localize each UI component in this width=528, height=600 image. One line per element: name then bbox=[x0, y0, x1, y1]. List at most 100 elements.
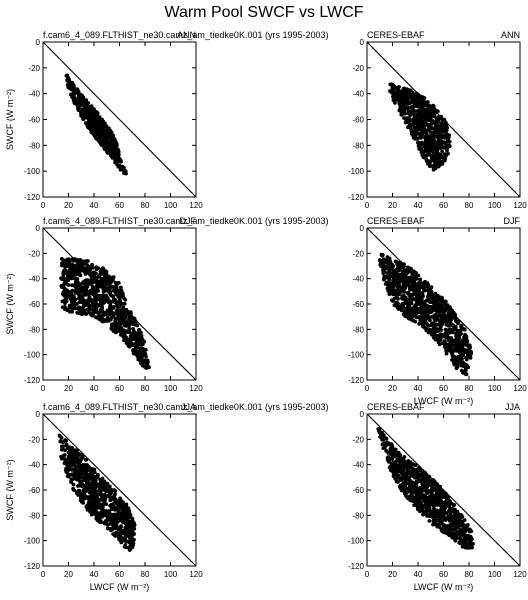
y-tick-label: -40 bbox=[28, 275, 40, 284]
data-point bbox=[424, 326, 429, 331]
data-point bbox=[458, 514, 463, 519]
data-point bbox=[86, 495, 91, 499]
data-point bbox=[398, 478, 403, 482]
data-point bbox=[93, 301, 98, 306]
x-tick-label: 20 bbox=[64, 201, 73, 210]
data-point bbox=[79, 475, 83, 480]
data-point bbox=[93, 292, 97, 297]
x-tick-label: 80 bbox=[141, 384, 150, 393]
data-point bbox=[464, 541, 469, 546]
x-tick-label: 60 bbox=[115, 384, 124, 393]
data-point bbox=[402, 86, 406, 91]
data-point bbox=[445, 126, 450, 130]
data-point bbox=[67, 474, 71, 479]
data-point bbox=[397, 459, 402, 464]
data-point bbox=[422, 142, 426, 146]
data-point bbox=[68, 466, 72, 471]
data-point bbox=[393, 86, 398, 90]
data-point bbox=[98, 481, 103, 486]
data-point bbox=[448, 314, 453, 319]
y-tick-label: -40 bbox=[28, 90, 40, 99]
y-tick-label: 0 bbox=[360, 38, 365, 47]
y-tick-label: 0 bbox=[360, 410, 365, 419]
data-point bbox=[464, 349, 468, 354]
data-point bbox=[85, 266, 89, 271]
panel-right-title: ANN bbox=[177, 30, 196, 40]
data-point bbox=[448, 525, 453, 530]
data-point bbox=[102, 492, 107, 497]
data-point bbox=[467, 529, 472, 534]
data-point bbox=[379, 252, 384, 257]
data-point bbox=[77, 99, 82, 104]
data-point bbox=[460, 538, 465, 543]
data-point bbox=[111, 155, 115, 160]
data-point bbox=[432, 153, 436, 158]
data-point bbox=[385, 275, 390, 280]
data-point bbox=[88, 477, 93, 482]
data-point bbox=[418, 508, 422, 512]
data-point bbox=[131, 337, 135, 341]
data-point bbox=[108, 304, 113, 308]
x-tick-label: 20 bbox=[388, 201, 397, 210]
data-point bbox=[452, 536, 457, 541]
data-point bbox=[440, 149, 444, 154]
y-tick-label: 0 bbox=[36, 224, 41, 233]
data-point bbox=[420, 102, 424, 107]
scatter-points bbox=[376, 427, 475, 550]
data-point bbox=[123, 298, 128, 302]
x-tick-label: 120 bbox=[189, 384, 203, 393]
panel-right-title: DJF bbox=[504, 216, 521, 226]
data-point bbox=[463, 535, 467, 539]
data-point bbox=[120, 307, 125, 312]
data-point bbox=[385, 440, 390, 445]
data-point bbox=[414, 483, 419, 487]
data-point bbox=[412, 503, 416, 507]
data-point bbox=[400, 302, 405, 307]
data-point bbox=[390, 454, 395, 458]
data-point bbox=[130, 518, 135, 522]
data-point bbox=[139, 353, 144, 357]
data-point bbox=[439, 328, 443, 332]
data-point bbox=[429, 497, 434, 502]
data-point bbox=[434, 304, 439, 309]
data-point bbox=[118, 505, 123, 510]
data-point bbox=[432, 330, 436, 335]
y-tick-label: -60 bbox=[28, 300, 40, 309]
data-point bbox=[73, 467, 78, 472]
data-point bbox=[113, 519, 118, 523]
data-point bbox=[127, 341, 132, 345]
data-point bbox=[409, 317, 414, 322]
data-point bbox=[65, 469, 70, 473]
data-point bbox=[116, 281, 121, 285]
data-point bbox=[82, 477, 86, 482]
x-tick-label: 40 bbox=[90, 570, 99, 579]
y-tick-label: -80 bbox=[28, 141, 40, 150]
data-point bbox=[418, 498, 422, 503]
data-point bbox=[453, 324, 458, 329]
y-tick-label: -120 bbox=[24, 376, 41, 385]
data-point bbox=[441, 308, 446, 313]
data-point bbox=[433, 312, 438, 317]
data-point bbox=[81, 116, 85, 121]
data-point bbox=[450, 353, 455, 358]
data-point bbox=[427, 128, 432, 132]
data-point bbox=[389, 442, 394, 447]
data-point bbox=[124, 341, 129, 346]
data-point bbox=[142, 364, 147, 369]
data-point bbox=[418, 295, 422, 300]
data-point bbox=[61, 440, 65, 445]
data-point bbox=[108, 521, 113, 526]
data-point bbox=[419, 135, 424, 140]
data-point bbox=[123, 336, 128, 341]
reference-line bbox=[42, 413, 197, 567]
data-point bbox=[425, 306, 430, 310]
data-point bbox=[414, 315, 419, 320]
data-point bbox=[420, 314, 424, 318]
data-point bbox=[391, 472, 396, 477]
data-point bbox=[415, 302, 420, 307]
data-point bbox=[134, 336, 139, 341]
y-tick-label: -40 bbox=[352, 461, 364, 470]
data-point bbox=[393, 270, 398, 274]
panel-right-title: ANN bbox=[501, 30, 520, 40]
data-point bbox=[456, 331, 461, 335]
